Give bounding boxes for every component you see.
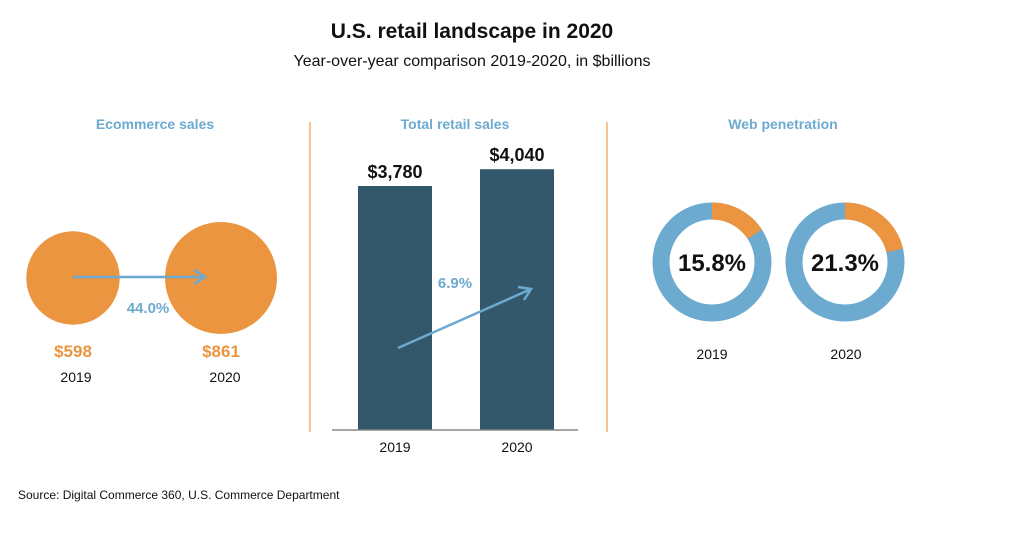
bubble-value-label-2020: $861 [202, 342, 240, 361]
bar-2019 [358, 186, 432, 430]
bar-year-label-2019: 2019 [379, 439, 410, 455]
chart-title: U.S. retail landscape in 2020 [331, 20, 613, 43]
donut-segment-2020 [785, 202, 905, 322]
retail-growth-arrow [397, 288, 530, 350]
bar-value-label-2019: $3,780 [367, 162, 422, 182]
retail-change-label: 6.9% [438, 275, 472, 292]
bubble-2020 [165, 222, 277, 334]
donut-value-label-2019: 15.8% [678, 250, 746, 277]
donut-year-label-2020: 2020 [830, 346, 861, 362]
ecommerce-growth-arrowhead [193, 268, 208, 286]
web-panel-title: Web penetration [728, 116, 837, 132]
bubble-year-label-2020: 2020 [209, 369, 240, 385]
ecommerce-panel-title: Ecommerce sales [96, 116, 215, 132]
bar-year-label-2020: 2020 [501, 439, 532, 455]
source-note: Source: Digital Commerce 360, U.S. Comme… [18, 488, 340, 502]
donut-segment-2019 [652, 202, 772, 322]
bubble-value-label-2019: $598 [54, 342, 92, 361]
retail-panel-title: Total retail sales [401, 116, 510, 132]
ecommerce-change-label: 44.0% [127, 300, 170, 317]
donut-year-label-2019: 2019 [696, 346, 727, 362]
bubble-year-label-2019: 2019 [60, 369, 91, 385]
donut-value-label-2020: 21.3% [811, 250, 879, 277]
bar-2020 [480, 169, 554, 430]
bar-value-label-2020: $4,040 [489, 145, 544, 165]
retail-growth-arrowhead [517, 285, 534, 301]
chart-subtitle: Year-over-year comparison 2019-2020, in … [294, 53, 651, 70]
